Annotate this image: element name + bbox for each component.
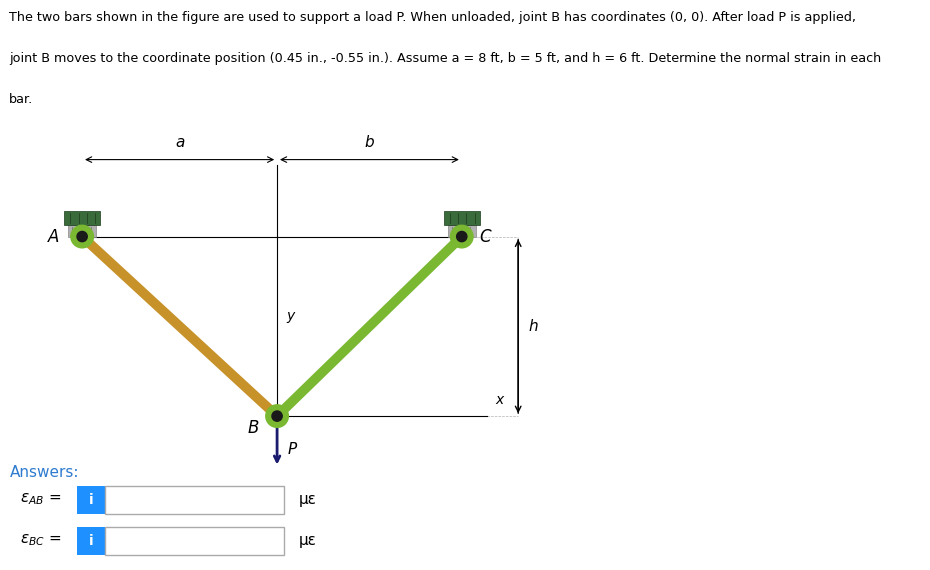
- Circle shape: [71, 225, 93, 248]
- Text: με: με: [299, 492, 317, 507]
- Text: με: με: [299, 533, 317, 548]
- Text: b: b: [365, 135, 374, 150]
- Text: A: A: [47, 227, 59, 246]
- Text: B: B: [247, 418, 259, 437]
- Text: h: h: [528, 319, 538, 334]
- Text: x: x: [495, 393, 503, 407]
- Circle shape: [457, 231, 467, 242]
- Text: i: i: [88, 493, 93, 507]
- Bar: [76, 527, 105, 555]
- Text: a: a: [175, 135, 184, 150]
- Bar: [444, 211, 480, 225]
- Text: C: C: [480, 227, 491, 246]
- Bar: [76, 486, 105, 514]
- Text: y: y: [286, 309, 295, 323]
- Text: i: i: [88, 534, 93, 548]
- Bar: [64, 211, 100, 225]
- Text: joint B moves to the coordinate position (0.45 in., -0.55 in.). Assume a = 8 ft,: joint B moves to the coordinate position…: [9, 52, 882, 66]
- Text: P: P: [287, 442, 297, 457]
- Text: The two bars shown in the figure are used to support a load P. When unloaded, jo: The two bars shown in the figure are use…: [9, 11, 857, 25]
- Text: bar.: bar.: [9, 93, 33, 107]
- Bar: [105, 527, 284, 555]
- Circle shape: [450, 225, 473, 248]
- Circle shape: [77, 231, 87, 242]
- Bar: [447, 225, 476, 237]
- Bar: [68, 225, 96, 237]
- Text: Answers:: Answers:: [10, 465, 80, 480]
- Circle shape: [272, 411, 282, 421]
- Text: $\varepsilon_{BC}$ =: $\varepsilon_{BC}$ =: [20, 532, 62, 548]
- Text: $\varepsilon_{AB}$ =: $\varepsilon_{AB}$ =: [20, 491, 61, 507]
- Circle shape: [266, 405, 288, 428]
- Bar: [105, 486, 284, 514]
